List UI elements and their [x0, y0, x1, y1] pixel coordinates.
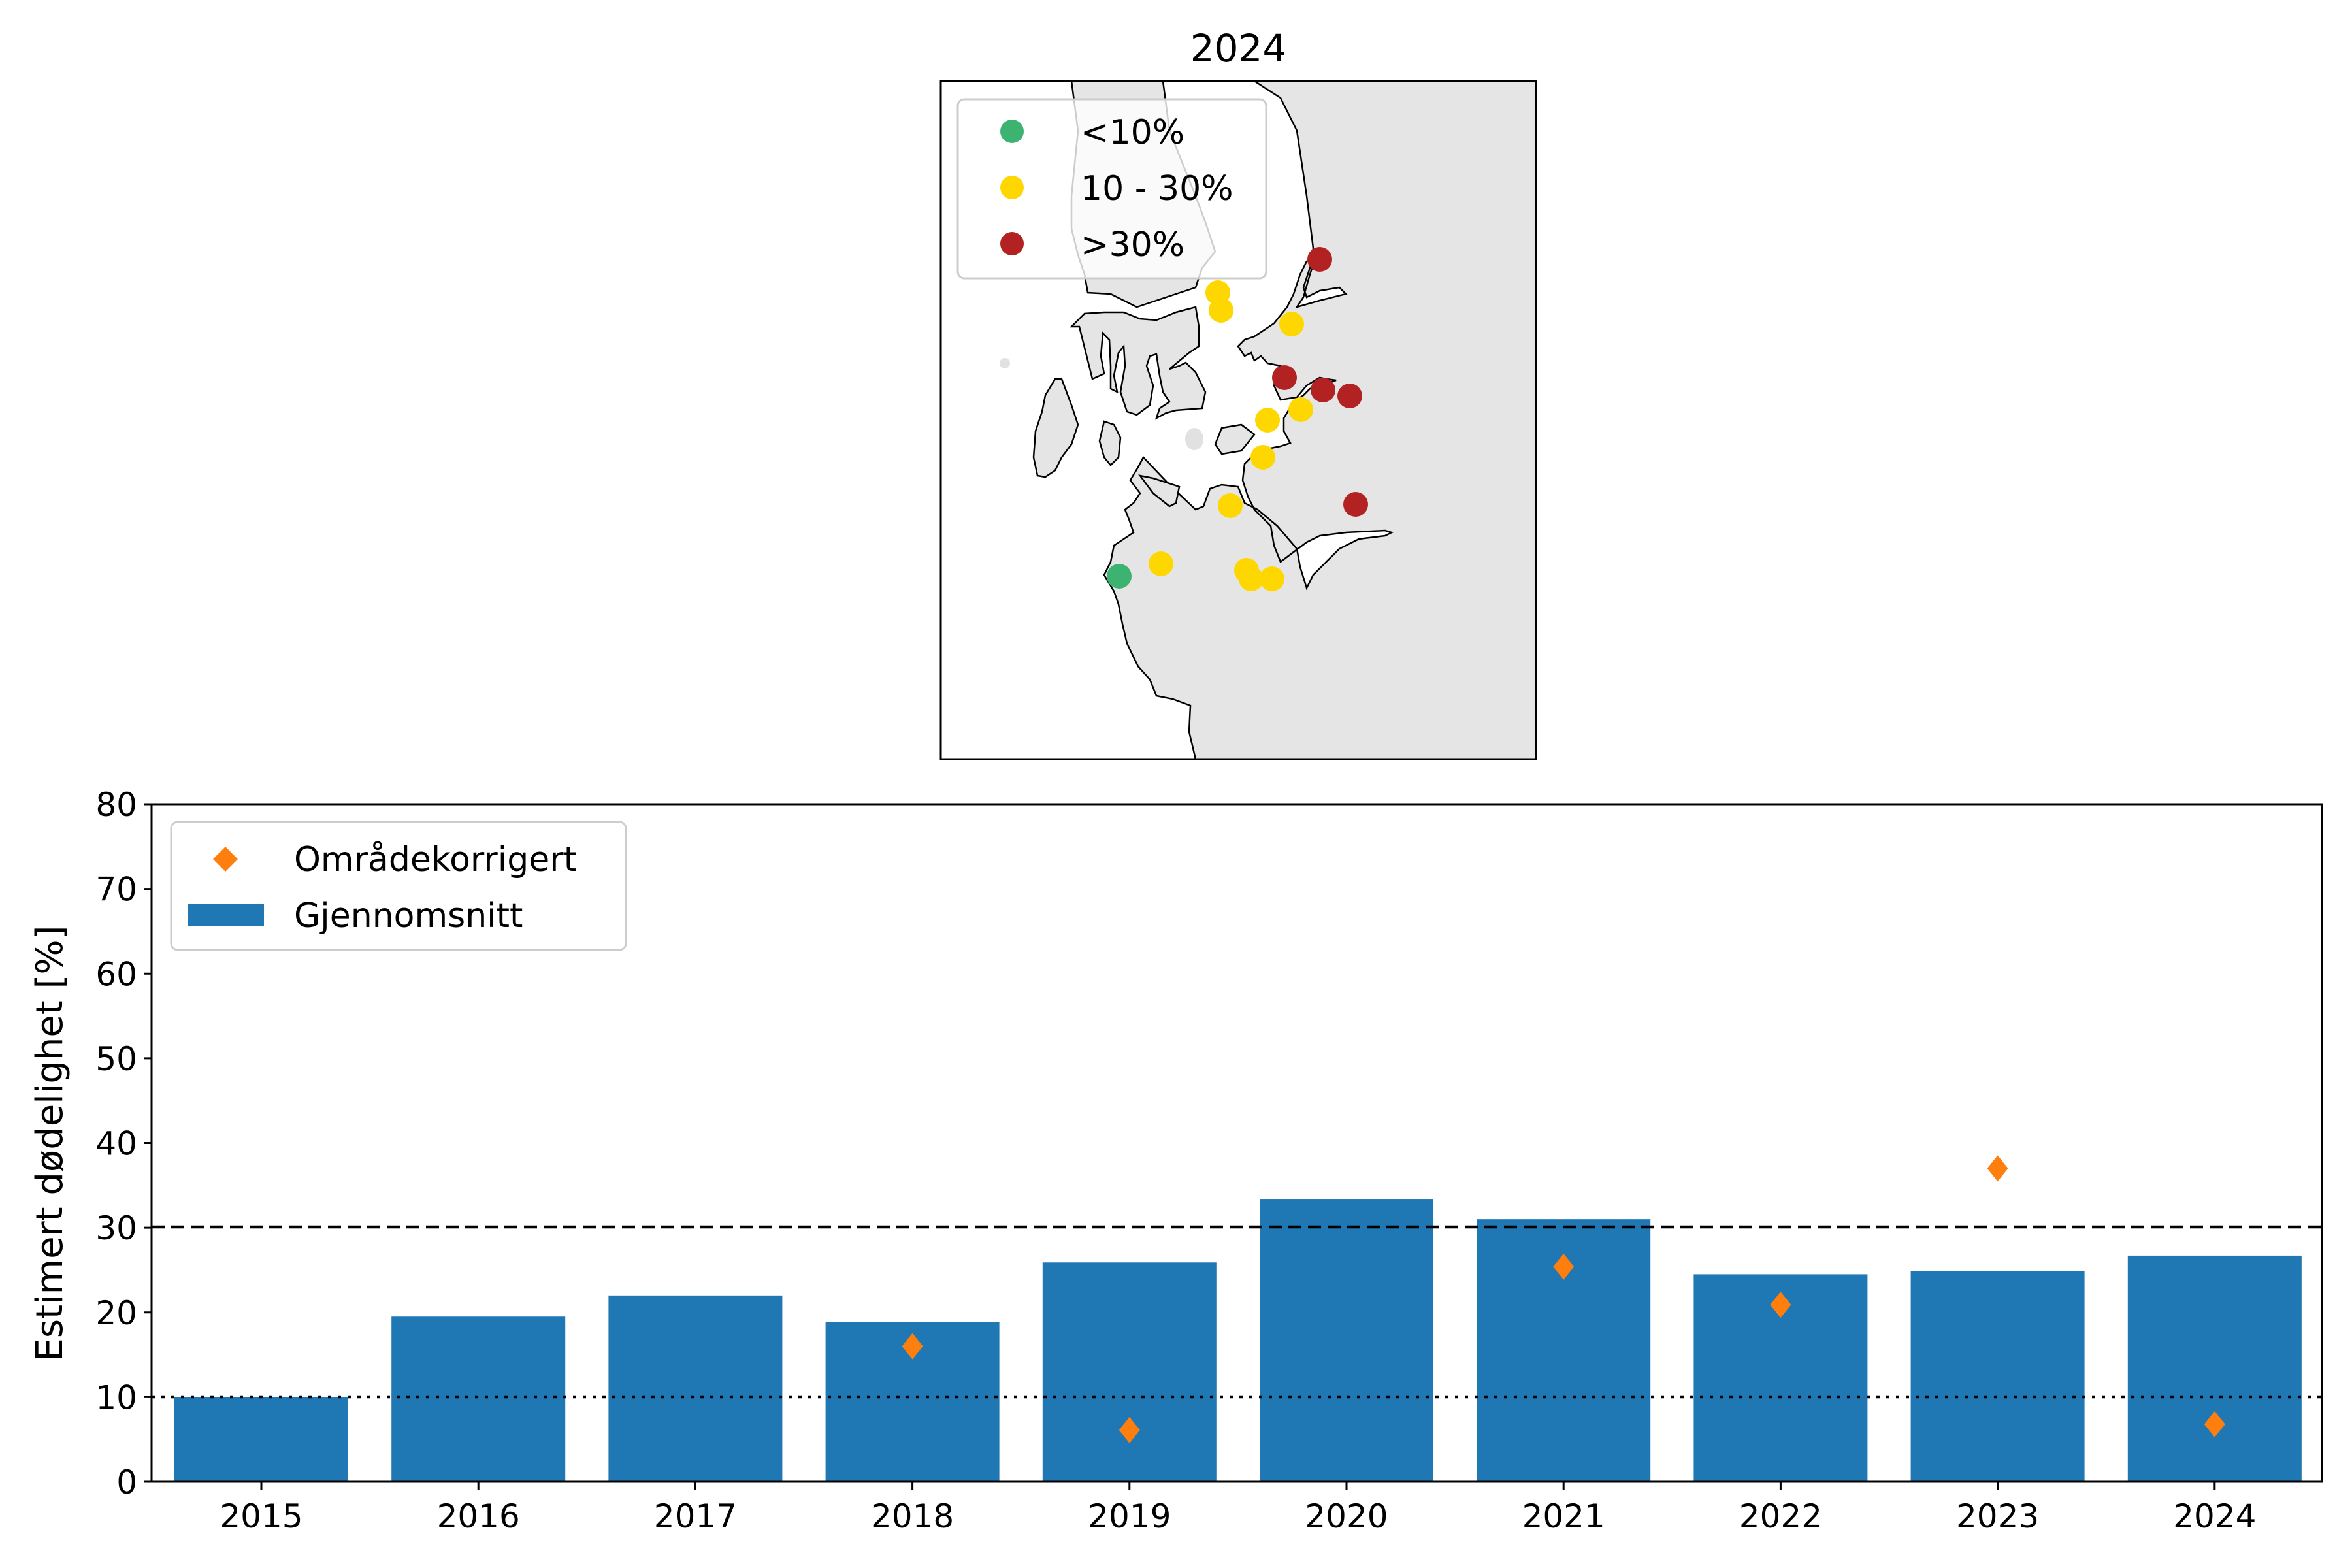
- land-island-far-west: [1032, 378, 1079, 478]
- bar: [1042, 1262, 1217, 1482]
- diamond-marker: [1119, 1416, 1140, 1443]
- diamond-marker: [2204, 1411, 2225, 1437]
- legend-label-omradekorrigert: Områdekorrigert: [294, 840, 577, 879]
- y-tick-label: 0: [116, 1463, 137, 1501]
- map-point: [1149, 551, 1173, 576]
- map-legend: <10% 10 - 30% >30%: [956, 98, 1267, 280]
- map-point: [1272, 365, 1297, 390]
- map-point: [1250, 445, 1275, 470]
- x-tick-label: 2019: [1088, 1497, 1171, 1535]
- bar: [1910, 1271, 2085, 1482]
- markers-omradekorrigert: [902, 1155, 2225, 1443]
- map-point: [1260, 566, 1284, 591]
- x-tick-label: 2018: [871, 1497, 954, 1535]
- map-frame: [939, 80, 1537, 760]
- legend-dot-mid: [1000, 176, 1024, 199]
- x-tick-label: 2023: [1956, 1497, 2039, 1535]
- map-point: [1311, 378, 1335, 402]
- y-tick-label: 10: [95, 1379, 137, 1416]
- map-point: [1218, 493, 1243, 518]
- diamond-marker: [1770, 1292, 1791, 1318]
- map-title: 2024: [1190, 26, 1287, 71]
- map-point: [1255, 408, 1280, 433]
- map-point: [1209, 298, 1233, 323]
- x-tick-label: 2020: [1305, 1497, 1388, 1535]
- x-tick-label: 2016: [437, 1497, 520, 1535]
- legend-dot-high: [1000, 232, 1024, 255]
- x-tick-label: 2021: [1522, 1497, 1605, 1535]
- chart-legend: Områdekorrigert Gjennomsnitt: [170, 821, 627, 951]
- map-panel: <10% 10 - 30% >30%: [939, 80, 1537, 760]
- land-island-west: [1069, 306, 1207, 420]
- y-tick-label: 80: [95, 786, 137, 824]
- x-axis: 2015 2016 2017 2018 2019 2020 2021 2022 2023 2024: [220, 1482, 2256, 1535]
- legend-dot-low: [1000, 120, 1024, 143]
- land-mainland: [1103, 81, 1536, 759]
- legend-diamond-icon: [213, 847, 238, 872]
- diamond-marker: [1987, 1155, 2008, 1182]
- bar: [391, 1316, 566, 1482]
- x-tick-label: 2015: [220, 1497, 302, 1535]
- bar: [174, 1397, 348, 1482]
- land-offshore-islet: [1000, 358, 1010, 368]
- land-islet-2: [1214, 423, 1256, 455]
- legend-label-low: <10%: [1081, 113, 1184, 152]
- y-tick-label: 40: [95, 1125, 137, 1163]
- land-islet-3: [1138, 474, 1181, 508]
- y-tick-label: 20: [95, 1294, 137, 1332]
- x-tick-label: 2024: [2173, 1497, 2256, 1535]
- y-tick-label: 70: [95, 871, 137, 909]
- x-tick-label: 2017: [654, 1497, 737, 1535]
- y-tick-label: 30: [95, 1209, 137, 1247]
- y-axis: 0 10 20 30 40 50 60 70 80: [95, 786, 152, 1501]
- diamond-marker: [902, 1333, 923, 1360]
- bar: [2127, 1255, 2302, 1482]
- legend-label-high: >30%: [1081, 225, 1184, 265]
- y-tick-label: 60: [95, 955, 137, 993]
- y-axis-label: Estimert dødelighet [%]: [29, 926, 71, 1362]
- legend-label-gjennomsnitt: Gjennomsnitt: [294, 896, 523, 936]
- map-point: [1239, 566, 1264, 591]
- bar: [1260, 1199, 1433, 1482]
- land-islet-1: [1098, 420, 1122, 466]
- legend-label-mid: 10 - 30%: [1081, 169, 1233, 208]
- bars-gjennomsnitt: [174, 1199, 2302, 1482]
- land-small-grey-islet: [1185, 428, 1203, 450]
- map-point: [1337, 384, 1362, 408]
- map-point: [1279, 312, 1304, 336]
- x-tick-label: 2022: [1739, 1497, 1822, 1535]
- bar: [608, 1295, 783, 1482]
- map-points: [1107, 247, 1368, 591]
- legend-bar-swatch: [188, 904, 264, 926]
- map-point: [1343, 492, 1368, 517]
- map-point: [1107, 564, 1132, 589]
- y-tick-label: 50: [95, 1040, 137, 1078]
- map-point: [1288, 397, 1313, 422]
- map-point: [1307, 247, 1332, 272]
- diamond-marker: [1553, 1253, 1575, 1280]
